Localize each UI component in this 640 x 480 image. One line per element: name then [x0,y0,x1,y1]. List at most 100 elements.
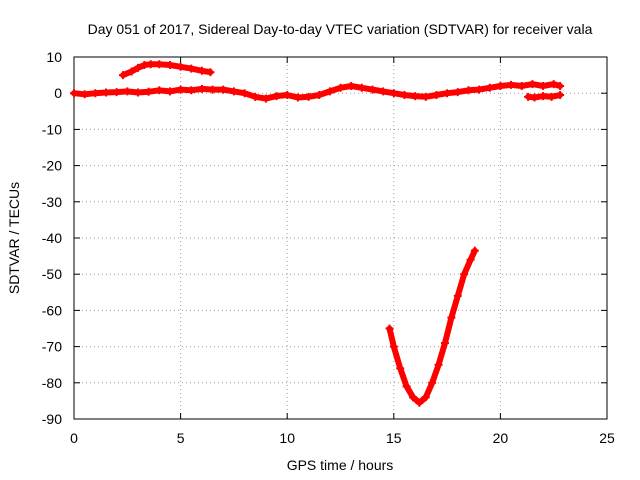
data-point [368,85,377,94]
y-tick-label: -50 [42,266,62,282]
data-point [240,89,249,98]
x-tick-label: 0 [70,430,78,446]
x-tick-label: 15 [386,430,402,446]
data-point [123,87,132,96]
data-point [421,393,430,402]
data-point [389,89,398,98]
data-point [347,81,356,90]
data-point [460,270,469,279]
data-point [485,83,494,92]
data-point [421,92,430,101]
data-point [325,87,334,96]
data-point [261,94,270,103]
x-axis-label: GPS time / hours [287,457,394,473]
data-point [466,255,475,264]
data-point [315,91,324,100]
data-point [432,91,441,100]
data-point [464,86,473,95]
data-point [80,90,89,99]
data-point [496,81,505,90]
grid [74,57,607,419]
data-point [144,87,153,96]
data-point [229,87,238,96]
data-point [165,87,174,96]
series-lower-right-segment [524,91,565,102]
data-point [357,83,366,92]
data-point [447,313,456,322]
y-tick-label: -40 [42,230,62,246]
data-point [119,71,128,80]
data-point [547,92,556,101]
data-point [402,382,411,391]
data-point [219,85,228,94]
data-point [470,246,479,255]
data-point [133,63,142,72]
data-point [283,91,292,100]
data-point [251,92,260,101]
y-tick-label: 0 [54,85,62,101]
data-point [293,93,302,102]
data-point [415,398,424,407]
y-tick-label: -10 [42,121,62,137]
data-point [206,68,215,77]
data-point [443,89,452,98]
data-series [70,60,565,407]
x-tick-label: 25 [599,430,615,446]
data-point [539,81,548,90]
data-point [434,360,443,369]
data-point [428,378,437,387]
data-point [453,88,462,97]
data-point [411,92,420,101]
y-tick-label: 10 [46,49,62,65]
data-point [336,83,345,92]
data-point [517,81,526,90]
data-point [146,60,155,69]
y-tick-label: -70 [42,339,62,355]
data-point [197,84,206,93]
x-tick-label: 20 [493,430,509,446]
data-point [112,88,121,97]
data-point [70,89,78,98]
plot-frame [73,56,608,420]
data-point [155,60,164,69]
series-main-band [70,80,565,103]
series-dip-curve [385,246,479,407]
data-point [556,81,565,90]
y-axis-label: SDTVAR / TECUs [6,182,22,294]
data-point [101,88,110,97]
data-point [528,80,537,89]
data-point [176,85,185,94]
series-upper-arc [119,60,215,80]
data-point [556,91,565,100]
y-tick-label: -90 [42,411,62,427]
x-tick-label: 10 [279,430,295,446]
x-tick-label: 5 [177,430,185,446]
data-point [396,364,405,373]
chart-title: Day 051 of 2017, Sidereal Day-to-day VTE… [88,21,593,37]
data-point [408,393,417,402]
data-point [304,92,313,101]
data-point [475,85,484,94]
data-point [453,291,462,300]
data-point [379,87,388,96]
data-point [197,66,206,75]
data-point [176,62,185,71]
data-point [507,80,516,89]
data-point [272,92,281,101]
axis-ticks: 0 5 10 15 20 25 10 0 -10 -20 -30 -40 -50 -60 -70 -80 -90 [42,49,615,446]
data-point [133,88,142,97]
data-point [400,91,409,100]
data-point [155,86,164,95]
data-point [165,60,174,69]
y-tick-label: -60 [42,302,62,318]
data-point [530,93,539,102]
data-point [187,64,196,73]
data-point [91,89,100,98]
data-point [127,67,136,76]
data-point [187,86,196,95]
data-point [385,324,394,333]
y-tick-label: -80 [42,375,62,391]
y-tick-label: -20 [42,158,62,174]
data-point [208,85,217,94]
